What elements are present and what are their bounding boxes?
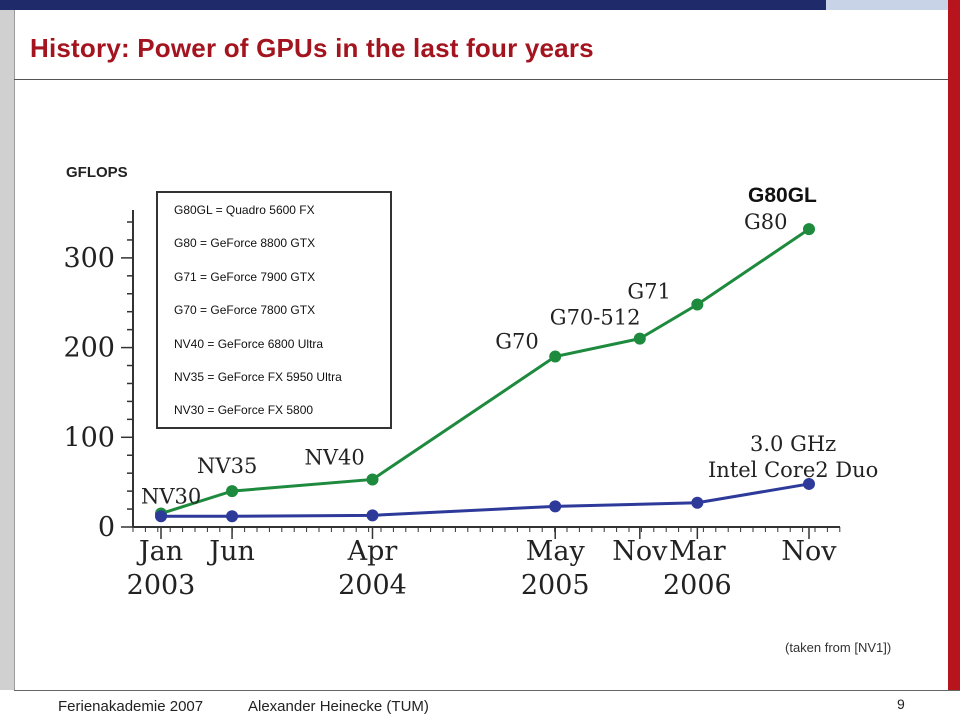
y-axis-label: GFLOPS (66, 164, 128, 181)
gpu-data-point (366, 473, 379, 486)
gpu-data-point (803, 223, 815, 236)
legend-entry: G71 = GeForce 7900 GTX (174, 269, 316, 284)
x-tick-month: Nov (781, 536, 837, 567)
chart-legend: G80GL = Quadro 5600 FX G80 = GeForce 880… (156, 191, 392, 429)
top-accent-bar (0, 0, 826, 10)
x-tick-year: 2003 (127, 570, 196, 601)
gpu-point-label: G70 (495, 330, 539, 354)
legend-entry: G80 = GeForce 8800 GTX (174, 236, 316, 251)
gpu-point-label: NV35 (197, 454, 257, 478)
legend-entry: NV40 = GeForce 6800 Ultra (174, 336, 324, 351)
x-tick-month: Nov (612, 536, 668, 567)
gpu-point-label: NV40 (304, 445, 364, 469)
x-tick-year: 2006 (663, 570, 732, 601)
gpu-point-label: G70-512 (550, 306, 641, 330)
page-number: 9 (897, 696, 905, 712)
cpu-label-name: Intel Core2 Duo (708, 458, 878, 482)
cpu-series-line (161, 482, 810, 518)
legend-entry: NV35 = GeForce FX 5950 Ultra (174, 369, 342, 384)
x-tick-month: May (526, 536, 586, 567)
cpu-label-clock: 3.0 GHz (750, 432, 836, 456)
right-accent-bar (948, 0, 960, 690)
legend-entry: NV30 = GeForce FX 5800 (174, 403, 314, 418)
legend-entry: G70 = GeForce 7800 GTX (174, 303, 316, 318)
footer-author: Alexander Heinecke (TUM) (248, 698, 429, 715)
gpu-point-label: G71 (627, 280, 671, 304)
x-tick-month: Jun (206, 536, 255, 567)
title-divider (14, 79, 948, 80)
gpu-point-label: G80 (744, 210, 788, 234)
cpu-data-point (155, 510, 167, 523)
cpu-data-point (366, 509, 379, 522)
top-accent-bar-light (826, 0, 948, 10)
x-tick-month: Jan (136, 536, 183, 567)
footer-event: Ferienakademie 2007 (58, 698, 204, 715)
x-tick-month: Apr (347, 536, 398, 567)
left-margin-bar (0, 10, 15, 690)
x-tick-year: 2005 (521, 570, 590, 601)
y-tick-label: 200 (63, 333, 115, 364)
footer-divider (14, 690, 960, 691)
source-note: (taken from [NV1]) (785, 640, 892, 655)
x-tick-month: Mar (669, 536, 726, 567)
gpu-data-point (226, 485, 239, 498)
legend-entry: G80GL = Quadro 5600 FX (174, 203, 315, 217)
cpu-data-point (803, 477, 815, 490)
gpu-data-point (633, 332, 646, 345)
cpu-data-point (691, 496, 704, 509)
gpu-data-point (549, 350, 562, 363)
y-tick-label: 100 (63, 422, 115, 453)
y-tick-label: 300 (63, 243, 115, 274)
cpu-data-point (226, 510, 239, 523)
slide-title: History: Power of GPUs in the last four … (30, 33, 594, 63)
y-tick-label: 0 (98, 512, 115, 543)
x-tick-year: 2004 (338, 570, 407, 601)
cpu-data-point (549, 500, 562, 513)
gpu-point-label: NV30 (141, 485, 201, 509)
gpu-top-label: G80GL (748, 184, 817, 207)
gpu-data-point (691, 298, 704, 311)
